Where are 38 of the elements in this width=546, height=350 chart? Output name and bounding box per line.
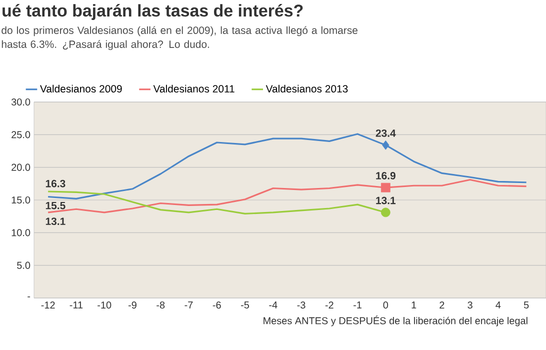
y-tick-label: - bbox=[28, 296, 30, 298]
x-tick-label: -6 bbox=[212, 302, 221, 309]
line-series bbox=[47, 178, 528, 214]
x-tick-label: -12 bbox=[41, 302, 55, 308]
data-label: 15.5 bbox=[46, 202, 66, 210]
x-tick-label: -4 bbox=[269, 302, 278, 308]
data-label: 13.1 bbox=[46, 218, 66, 226]
x-tick-label: 2 bbox=[440, 302, 444, 308]
x-tick-label: 4 bbox=[496, 302, 501, 308]
x-tick-label: -7 bbox=[184, 302, 193, 308]
data-label: 13.1 bbox=[376, 196, 396, 204]
x-tick-label: -11 bbox=[70, 302, 83, 308]
chart-subtitle: do los primeros Valdesianos (allá en el 2009), la tasa activa llegó a lomarse hasta 6.3%. ¿Pasará igual ahora? Lo dudo. bbox=[2, 26, 358, 50]
y-tick-label: 5.0 bbox=[17, 262, 30, 269]
x-tick-label: -8 bbox=[156, 302, 165, 309]
x-tick-label: -3 bbox=[297, 302, 306, 309]
y-tick-label: 15.0 bbox=[12, 196, 30, 204]
x-tick-label: -9 bbox=[128, 302, 136, 309]
x-tick-label: -2 bbox=[325, 302, 334, 308]
x-tick-label: 1 bbox=[412, 302, 416, 308]
legend-label: Valdesianos 2011 bbox=[153, 84, 234, 93]
data-label: 16.3 bbox=[46, 180, 66, 188]
data-label: 23.4 bbox=[376, 130, 396, 137]
y-tick-label: 25.0 bbox=[12, 131, 30, 138]
x-tick-label: 3 bbox=[468, 302, 472, 309]
data-label: 16.9 bbox=[376, 172, 396, 180]
x-axis-title: Meses ANTES y DESPUÉS de la liberación del encaje legal bbox=[264, 316, 528, 326]
legend-label: Valdesianos 2013 bbox=[266, 84, 348, 93]
legend-label: Valdesianos 2009 bbox=[40, 84, 122, 93]
chart-title: ué tanto bajarán las tasas de interés? bbox=[2, 4, 303, 20]
x-tick-label: -1 bbox=[354, 302, 362, 308]
x-tick-label: 0 bbox=[383, 302, 388, 309]
x-tick-label: 5 bbox=[524, 302, 529, 308]
y-tick-label: 30.0 bbox=[11, 98, 30, 106]
y-tick-label: 10.0 bbox=[12, 229, 30, 236]
y-tick-label: 20.0 bbox=[12, 164, 30, 171]
x-tick-label: -5 bbox=[241, 302, 250, 308]
x-tick-label: -10 bbox=[98, 302, 112, 309]
